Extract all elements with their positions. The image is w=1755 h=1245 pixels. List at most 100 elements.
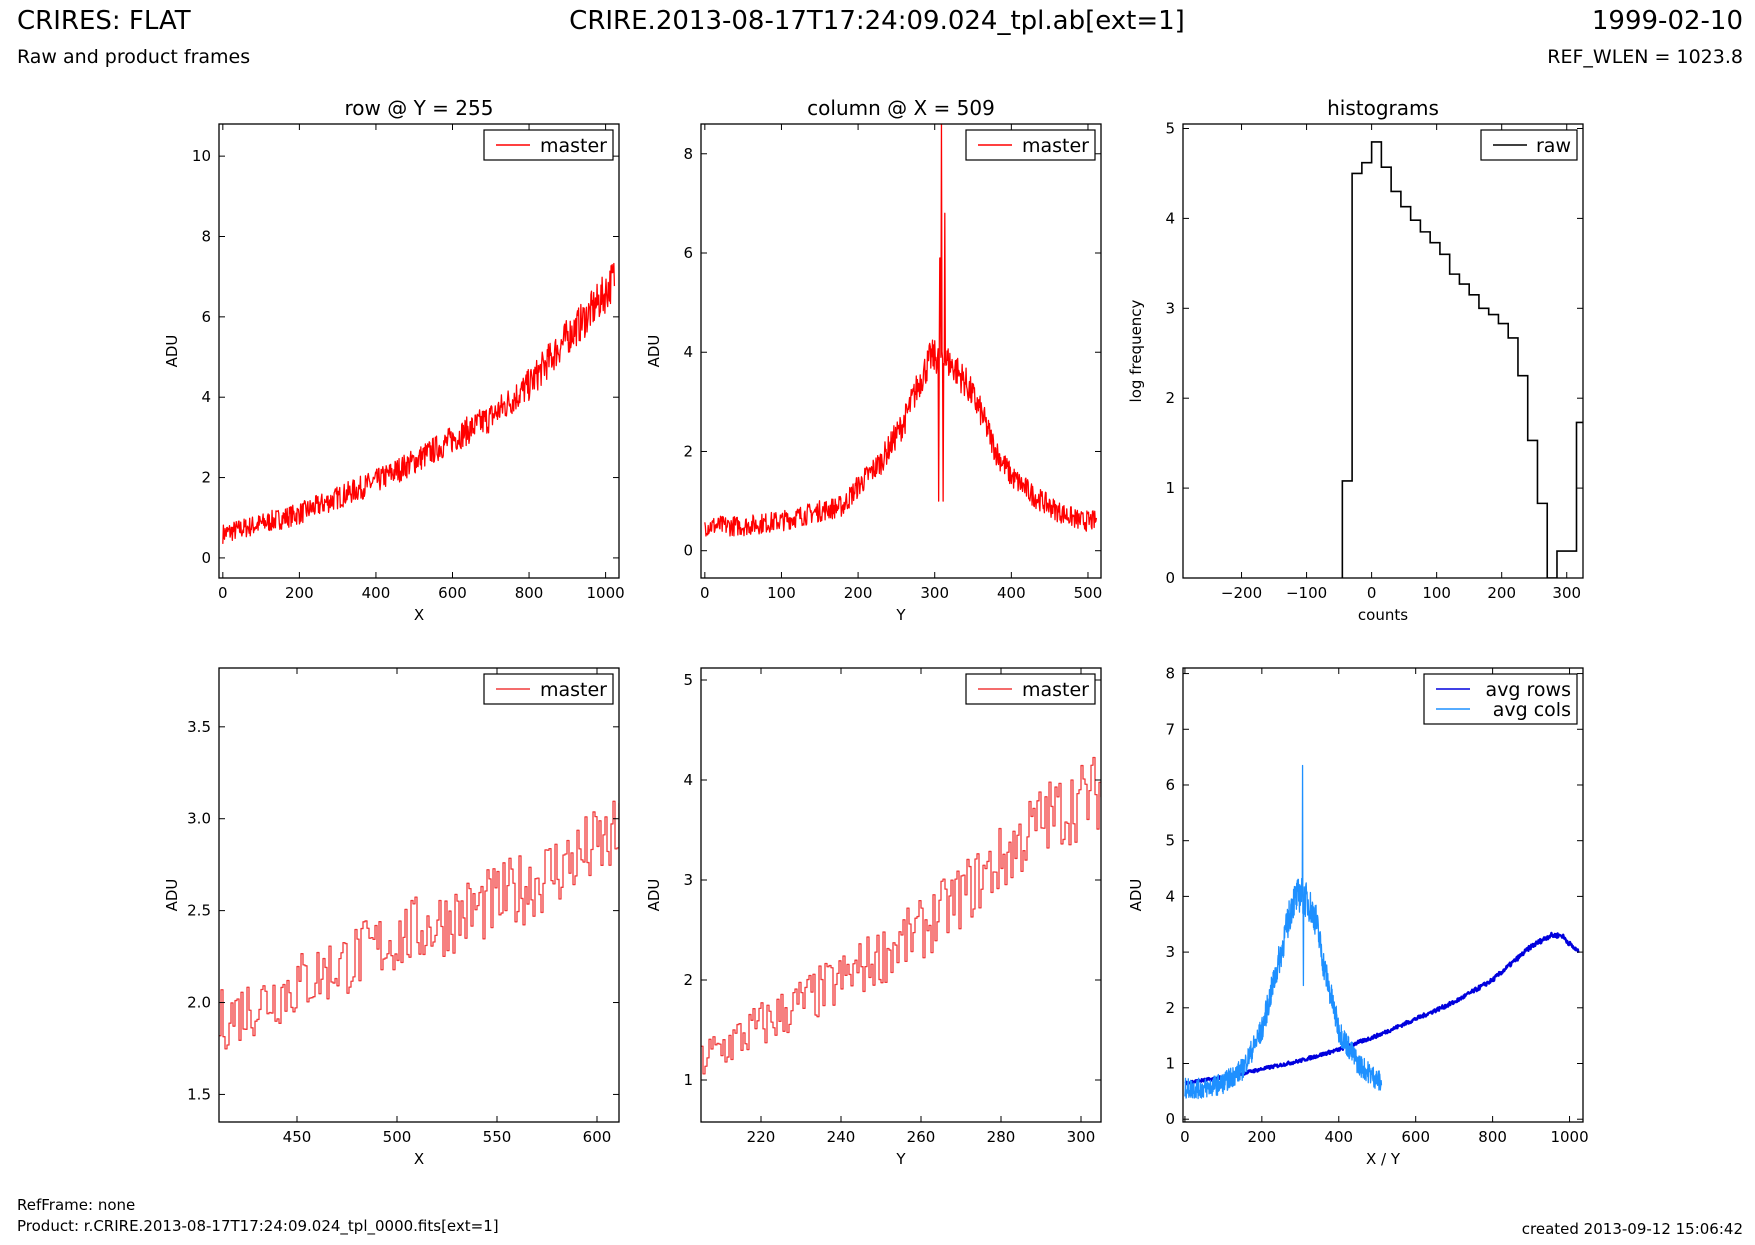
page-title: CRIRES: FLAT <box>17 6 191 36</box>
y-tick-label: 2 <box>1165 999 1175 1017</box>
y-tick-label: 6 <box>201 308 211 326</box>
y-axis-label: ADU <box>645 335 663 368</box>
legend-label: avg rows <box>1486 679 1571 701</box>
y-tick-label: 8 <box>683 145 693 163</box>
legend-label: master <box>1022 135 1089 157</box>
y-tick-label: 0 <box>1165 569 1175 587</box>
x-tick-label: 1000 <box>1550 1128 1588 1146</box>
x-tick-label: 0 <box>218 584 228 602</box>
y-tick-label: 3.5 <box>187 718 211 736</box>
series-group <box>1341 141 1583 578</box>
x-axis-label: X <box>414 1150 424 1168</box>
x-tick-label: 600 <box>1401 1128 1430 1146</box>
y-axis-label: ADU <box>163 335 181 368</box>
series-line <box>1184 931 1580 1086</box>
chart-column: 0 100 200 300 400 500 0 2 4 6 8 column @ X = 509 Y AD… <box>645 96 1102 624</box>
x-tick-label: 300 <box>1067 1128 1096 1146</box>
y-tick-label: 6 <box>683 244 693 262</box>
x-tick-label: 800 <box>515 584 544 602</box>
series-group <box>704 124 1098 537</box>
product-label: Product: r.CRIRE.2013-08-17T17:24:09.024… <box>17 1217 499 1235</box>
x-tick-label: 100 <box>767 584 796 602</box>
series-line <box>1341 141 1583 578</box>
legend-label: master <box>1022 679 1089 701</box>
y-tick-label: 2.5 <box>187 902 211 920</box>
chart-title: row @ Y = 255 <box>345 96 494 120</box>
y-tick-label: 1 <box>1165 479 1175 497</box>
y-tick-label: 1 <box>683 1071 693 1089</box>
x-axis-label: X / Y <box>1366 1150 1401 1168</box>
x-tick-label: 0 <box>1367 584 1377 602</box>
page-subtitle: Raw and product frames <box>17 46 251 68</box>
y-tick-label: 5 <box>1165 832 1175 850</box>
file-title: CRIRE.2013-08-17T17:24:09.024_tpl.ab[ext… <box>569 6 1185 36</box>
plot-frame <box>218 667 620 1123</box>
y-tick-label: 2 <box>201 469 211 487</box>
plot-frame <box>218 123 620 579</box>
y-tick-label: 4 <box>201 388 211 406</box>
y-tick-label: 4 <box>1165 887 1175 905</box>
x-tick-label: −200 <box>1221 584 1262 602</box>
x-tick-label: 220 <box>747 1128 776 1146</box>
plot-frame <box>700 667 1102 1123</box>
x-tick-label: 200 <box>1248 1128 1277 1146</box>
y-tick-label: 4 <box>683 343 693 361</box>
y-axis-label: ADU <box>163 879 181 912</box>
series-group <box>222 262 616 544</box>
y-tick-label: 8 <box>1165 665 1175 683</box>
plot-frame <box>1182 667 1584 1123</box>
x-tick-label: 200 <box>285 584 314 602</box>
y-tick-label: 0 <box>201 549 211 567</box>
y-tick-label: 4 <box>1165 209 1175 227</box>
y-tick-label: 5 <box>683 671 693 689</box>
x-axis-label: X <box>414 606 424 624</box>
series-line <box>219 800 619 1050</box>
legend-label: avg cols <box>1493 699 1571 721</box>
x-axis-label: counts <box>1358 606 1408 624</box>
series-group <box>701 756 1101 1075</box>
x-tick-label: 400 <box>1324 1128 1353 1146</box>
chart-title: histograms <box>1327 96 1439 120</box>
x-tick-label: 0 <box>1180 1128 1190 1146</box>
x-tick-label: 100 <box>1422 584 1451 602</box>
y-axis-label: log frequency <box>1127 299 1145 402</box>
y-tick-label: 4 <box>683 771 693 789</box>
series-group <box>1184 764 1580 1100</box>
x-axis-label: Y <box>895 606 906 624</box>
x-tick-label: 550 <box>483 1128 512 1146</box>
chart-hist: −200 −100 0 100 200 300 0 1 2 3 4 5 histograms counts… <box>1127 96 1584 624</box>
y-tick-label: 3.0 <box>187 810 211 828</box>
y-tick-label: 2 <box>683 971 693 989</box>
chart-row: 0 200 400 600 800 1000 0 2 4 6 8 10 row @ Y = 255 X AD… <box>163 96 625 624</box>
x-tick-label: 600 <box>583 1128 612 1146</box>
x-axis-label: Y <box>895 1150 906 1168</box>
y-tick-label: 2 <box>683 442 693 460</box>
date-label: 1999-02-10 <box>1591 6 1743 36</box>
x-tick-label: 200 <box>844 584 873 602</box>
y-tick-label: 10 <box>192 147 211 165</box>
x-tick-label: 280 <box>987 1128 1016 1146</box>
created-label: created 2013-09-12 15:06:42 <box>1521 1220 1743 1238</box>
legend-label: master <box>540 135 607 157</box>
x-tick-label: 400 <box>997 584 1026 602</box>
x-tick-label: 260 <box>907 1128 936 1146</box>
chart-title: column @ X = 509 <box>807 96 995 120</box>
series-line <box>704 124 1098 537</box>
y-tick-label: 7 <box>1165 720 1175 738</box>
x-tick-label: 800 <box>1478 1128 1507 1146</box>
y-tick-label: 3 <box>683 871 693 889</box>
x-tick-label: 300 <box>920 584 949 602</box>
series-line <box>1184 764 1383 1100</box>
x-tick-label: −100 <box>1286 584 1327 602</box>
series-line <box>701 756 1101 1075</box>
y-tick-label: 3 <box>1165 299 1175 317</box>
series-group <box>219 800 619 1050</box>
y-axis-label: ADU <box>1127 879 1145 912</box>
legend-label: master <box>540 679 607 701</box>
y-tick-label: 8 <box>201 227 211 245</box>
y-tick-label: 0 <box>683 542 693 560</box>
ref-wlen-label: REF_WLEN = 1023.8 <box>1547 46 1743 68</box>
x-tick-label: 500 <box>1074 584 1103 602</box>
x-tick-label: 0 <box>700 584 710 602</box>
